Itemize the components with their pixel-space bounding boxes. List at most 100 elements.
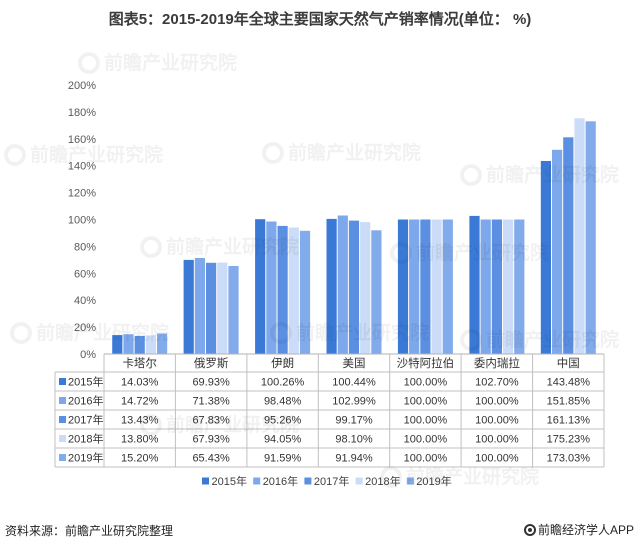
legend-swatch [202,477,209,485]
table-cell-unit: % [220,415,230,427]
bar [585,121,596,354]
table-cell-unit: % [363,434,373,446]
table-cell-unit: % [220,434,230,446]
legend-label: 2015年 [212,474,247,488]
legend-label: 2019年 [416,474,451,488]
bar [480,219,491,354]
legend-item: 2017年 [304,474,349,488]
series-row-label: 2019年 [68,451,103,465]
table-cell: 13.43% [121,415,159,427]
series-marker [59,435,66,442]
bar [266,221,277,354]
table-cell-unit: % [580,453,590,465]
bar [552,149,563,354]
table-cell: 100.00% [475,453,519,465]
table-cell: 100.00% [404,434,448,446]
table-row: 2018年 13.80% 67.93% 94.05% 98.10% 100.00% 100.… [59,432,590,446]
table-cell: 100.00% [475,396,519,408]
legend-swatch [406,477,414,485]
bar [540,161,551,354]
y-tick-label: 160% [68,134,96,146]
bar [348,220,360,354]
table-cell-unit: % [437,377,447,389]
table-cell: 173.03% [547,453,591,465]
series-row-label: 2016年 [68,394,103,408]
legend-swatch [253,477,261,485]
category-label: 俄罗斯 [194,357,229,370]
table-cell: 100.00% [404,415,448,427]
table-row: 2015年 14.03% 69.93% 100.26% 100.44% 100.00% 10… [59,375,590,389]
bar [514,219,525,354]
y-tick-label: 140% [68,161,96,173]
series-row-label: 2015年 [68,375,103,389]
data-table: 卡塔尔 俄罗斯 伊朗 美国 沙特阿拉伯 委内瑞拉 中国 2015年 14.03% 69.93% 10… [54,353,605,468]
table-cell-unit: % [437,415,447,427]
table-cell-unit: % [291,415,301,427]
source-note: 资料来源：前瞻产业研究院整理 [5,524,174,538]
table-cell: 69.93% [192,377,230,389]
table-cell: 98.48% [264,396,302,408]
table-cell: 14.72% [121,396,159,408]
bar [326,218,337,354]
table-cell-unit: % [220,453,230,465]
category-label: 卡塔尔 [122,356,157,370]
table-cell-unit: % [149,434,159,446]
table-cell-unit: % [363,453,373,465]
table-cell-unit: % [366,377,376,389]
bar [228,266,239,354]
brand-credit: 前瞻经济学人APP [523,521,634,538]
bars [112,118,596,354]
table-cell: 100.00% [404,377,448,389]
bar [431,219,442,354]
bar [360,222,371,354]
category-label: 沙特阿拉伯 [397,356,455,370]
series-marker [59,378,66,385]
y-axis: 0% 20% 40% 60% 80% 100% 120% 140% 160% 180% 200% [68,80,96,361]
legend-swatch [355,477,363,485]
table-cell: 151.85% [547,396,591,408]
table-cell-unit: % [291,453,301,465]
y-tick-label: 60% [74,268,96,280]
table-cell-unit: % [437,453,447,465]
table-cell-unit: % [580,377,590,389]
bar [442,219,453,354]
bar [145,335,156,354]
table-row: 2017年 13.43% 67.83% 95.26% 99.17% 100.00% 100.… [59,413,590,427]
table-cell: 67.93% [192,434,230,446]
table-cell: 91.94% [335,453,373,465]
table-cell: 15.20% [121,453,159,465]
bar [123,334,134,354]
bar [503,219,514,354]
legend-label: 2018年 [365,474,400,488]
legend-swatch [304,477,312,485]
table-cell: 100.00% [475,415,519,427]
series-marker [59,416,66,423]
legend-item: 2016年 [253,474,298,488]
table-cell: 99.17% [335,415,373,427]
bar [194,258,205,354]
series-bars [112,161,551,354]
table-cell: 98.10% [335,434,373,446]
table-row: 2016年 14.72% 71.38% 98.48% 102.99% 100.00% 100… [59,394,590,408]
bar [337,215,348,354]
series-bars [157,121,596,354]
y-tick-label: 40% [74,295,96,307]
y-tick-label: 120% [68,188,96,200]
bar [397,219,409,354]
bar [157,333,168,354]
table-cell: 100.00% [404,396,448,408]
table-cell-unit: % [291,434,301,446]
table-cell-unit: % [220,377,230,389]
table-cell-unit: % [149,415,159,427]
table-cell-unit: % [580,434,590,446]
table-cell: 102.70% [475,377,519,389]
category-label: 伊朗 [271,357,294,370]
table-cell: 102.99% [332,396,376,408]
table-cell-unit: % [509,377,519,389]
table-cell-unit: % [291,396,301,408]
table-cell: 91.59% [264,453,302,465]
table-cell: 65.43% [192,453,230,465]
table-cell: 161.13% [547,415,591,427]
legend-label: 2017年 [314,474,349,488]
